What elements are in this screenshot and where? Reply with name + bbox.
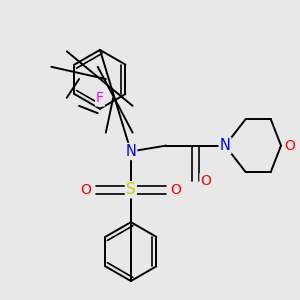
- Text: O: O: [200, 174, 211, 188]
- Text: F: F: [96, 92, 104, 106]
- Text: N: N: [220, 138, 230, 153]
- Text: N: N: [125, 144, 136, 159]
- Text: O: O: [170, 183, 181, 197]
- Text: S: S: [126, 182, 136, 197]
- Text: O: O: [284, 139, 295, 153]
- Text: O: O: [81, 183, 92, 197]
